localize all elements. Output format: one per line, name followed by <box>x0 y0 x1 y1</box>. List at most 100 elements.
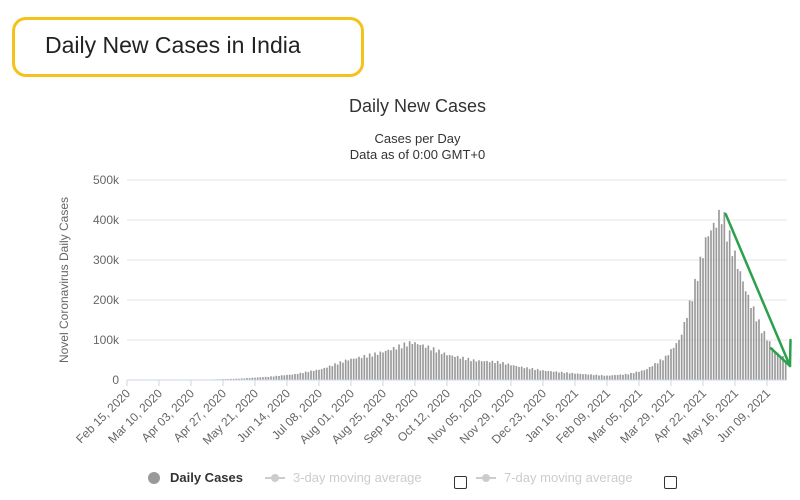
bar <box>771 347 774 380</box>
bar <box>584 374 587 380</box>
bar <box>627 374 630 380</box>
bar <box>480 361 483 380</box>
bar <box>312 371 315 380</box>
bar <box>520 366 523 380</box>
legend-item-3-day-average[interactable]: 3-day moving average <box>265 470 422 485</box>
y-tick-label: 500k <box>93 173 120 187</box>
bar <box>526 367 528 380</box>
bar <box>302 373 304 380</box>
bar <box>566 372 568 380</box>
bar <box>731 256 734 380</box>
bar <box>624 373 627 380</box>
bar <box>536 369 539 380</box>
bar <box>259 377 262 380</box>
bar <box>776 352 779 380</box>
bar <box>352 358 355 380</box>
bar <box>750 308 752 380</box>
chart-subtitle-line-1: Cases per Day <box>374 131 461 146</box>
legend-item-7-day-average[interactable]: 7-day moving average <box>476 470 633 485</box>
bar <box>723 212 726 380</box>
bar <box>603 375 606 380</box>
bar <box>251 377 254 380</box>
bar <box>264 376 267 380</box>
bar <box>528 369 531 380</box>
bar <box>278 375 280 380</box>
checkbox-7-day-average[interactable] <box>664 476 677 489</box>
bar <box>579 373 582 380</box>
bar <box>662 360 664 380</box>
bar <box>424 347 427 380</box>
bar <box>507 363 510 380</box>
bar <box>694 278 696 380</box>
bar <box>470 361 472 380</box>
bar <box>576 373 579 380</box>
y-tick-label: 0 <box>112 373 119 387</box>
annotation-arrow-shaft <box>724 212 792 368</box>
bar <box>574 373 576 380</box>
bar <box>710 230 712 380</box>
bar <box>227 378 230 380</box>
bar <box>606 375 608 380</box>
legend-item-daily-cases[interactable]: Daily Cases <box>148 470 243 485</box>
bar <box>670 349 672 380</box>
bar <box>560 371 563 380</box>
bar <box>555 371 558 380</box>
bar <box>667 355 670 380</box>
bar <box>374 352 376 380</box>
bar <box>270 376 272 380</box>
bar <box>288 374 291 380</box>
bar <box>272 376 275 380</box>
bar <box>768 341 771 380</box>
bar <box>691 301 694 380</box>
bar <box>382 352 384 380</box>
bar <box>582 374 584 380</box>
bar <box>720 224 723 380</box>
bar <box>240 378 243 380</box>
bar <box>291 374 294 380</box>
bar <box>742 281 744 380</box>
bar <box>355 358 358 380</box>
bar <box>531 368 534 380</box>
bar <box>640 370 643 380</box>
bar <box>400 348 403 380</box>
bar <box>744 291 747 380</box>
bar <box>246 378 248 380</box>
bar <box>515 366 518 380</box>
bar <box>344 359 347 380</box>
bar <box>334 363 336 380</box>
bar <box>342 362 344 380</box>
bar <box>320 369 323 380</box>
bar <box>376 354 379 380</box>
bar <box>600 375 603 380</box>
y-axis-title: Novel Coronavirus Daily Cases <box>57 197 71 363</box>
bar <box>563 373 566 380</box>
bar <box>686 317 688 380</box>
bar <box>448 354 451 380</box>
bar <box>248 378 251 380</box>
bar <box>707 236 710 380</box>
bar <box>654 363 656 380</box>
bar <box>590 374 592 380</box>
bar <box>760 333 763 380</box>
bar <box>779 355 782 380</box>
bar <box>659 359 662 380</box>
bar <box>464 360 467 380</box>
bar <box>467 357 470 380</box>
bar <box>664 355 667 380</box>
bar <box>715 227 718 380</box>
bar <box>339 361 342 380</box>
bar <box>310 370 312 380</box>
bar <box>494 363 496 380</box>
bar <box>347 360 350 380</box>
bar <box>371 356 374 380</box>
checkbox-3-day-average[interactable] <box>454 476 467 489</box>
bar <box>267 376 270 380</box>
bar <box>286 374 288 380</box>
bar <box>294 373 296 380</box>
bar <box>766 340 768 380</box>
bar <box>704 237 707 380</box>
bar <box>387 349 390 380</box>
bar <box>734 250 736 380</box>
bar <box>611 375 614 380</box>
bar <box>315 369 318 380</box>
